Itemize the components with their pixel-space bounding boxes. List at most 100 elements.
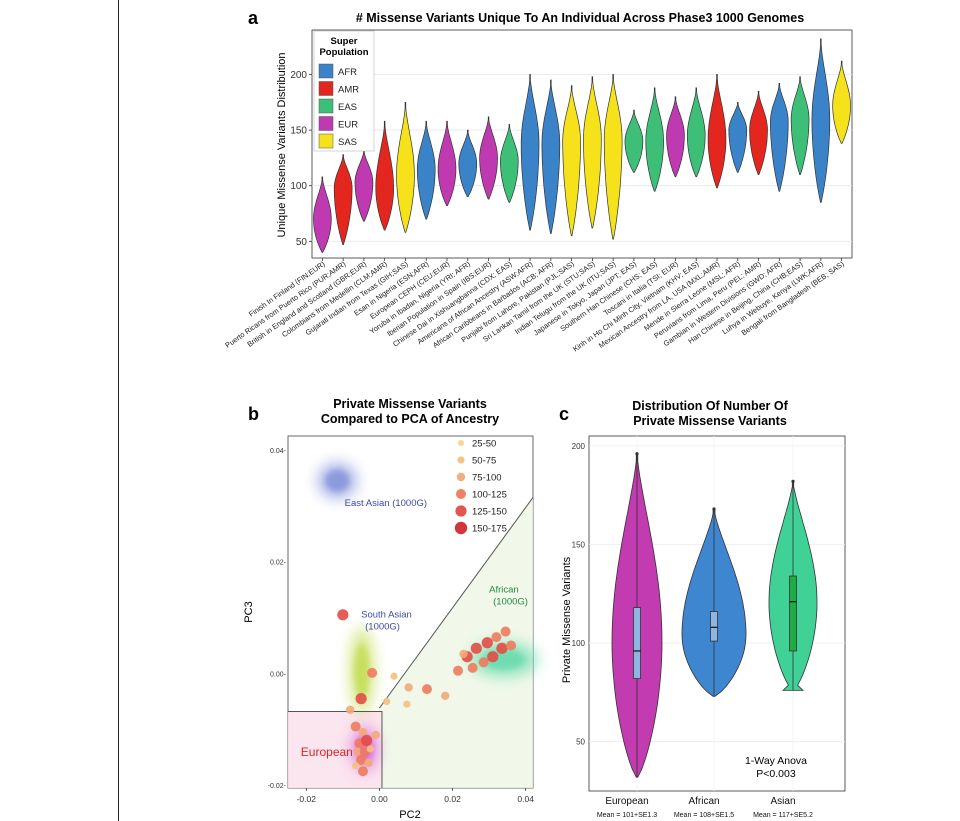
legend-bin-marker bbox=[454, 521, 468, 535]
violin-eas bbox=[500, 124, 519, 203]
group-stat-label: Mean = 101+SE1.3 bbox=[597, 812, 657, 819]
y-tick-label: 200 bbox=[290, 70, 307, 81]
violin-amr bbox=[375, 120, 394, 231]
data-point bbox=[356, 755, 367, 766]
violin-afr bbox=[770, 83, 789, 192]
legend-swatch-eas bbox=[318, 98, 334, 114]
violin-afr bbox=[458, 129, 478, 198]
data-point bbox=[350, 721, 361, 732]
data-point bbox=[366, 745, 374, 753]
box bbox=[633, 607, 641, 679]
data-point bbox=[496, 642, 508, 654]
african-boundary-line bbox=[379, 497, 534, 709]
y-tick-label: 150 bbox=[290, 126, 307, 137]
legend-swatch-amr bbox=[318, 81, 334, 96]
data-point bbox=[403, 700, 411, 708]
outlier-point bbox=[635, 452, 639, 456]
y-tick-label: 50 bbox=[296, 237, 308, 248]
data-point bbox=[383, 697, 391, 705]
panel-b-layers: East Asian (1000G)South Asian(1000G)Afri… bbox=[268, 439, 539, 804]
outlier-point bbox=[791, 479, 795, 483]
panel-c-letter: c bbox=[559, 404, 569, 424]
y-tick-label: 0.02- bbox=[270, 560, 287, 567]
violin-eur bbox=[313, 176, 332, 253]
cluster-label: European bbox=[301, 745, 353, 759]
legend-bin-label: 150-175 bbox=[472, 524, 507, 535]
data-point bbox=[361, 734, 373, 747]
data-point bbox=[352, 762, 360, 770]
violin-amr bbox=[707, 74, 727, 189]
legend-title-line2: Population bbox=[319, 47, 368, 58]
violin-eur bbox=[666, 96, 685, 178]
legend-label-eas: EAS bbox=[338, 102, 357, 113]
legend-bin-marker bbox=[455, 505, 467, 517]
panel-a-x-labels: Finish In Finland (FIN;EUR)Puerto Ricans… bbox=[223, 258, 846, 353]
data-point bbox=[421, 684, 432, 695]
violin-eur bbox=[479, 116, 498, 200]
y-tick-label: 0.04- bbox=[270, 448, 287, 455]
legend-bin-marker bbox=[456, 489, 466, 499]
violin-afr bbox=[416, 120, 436, 220]
cluster-label-line2: (1000G) bbox=[365, 622, 400, 633]
legend-bin-label: 50-75 bbox=[472, 456, 496, 467]
panel-a-violins bbox=[313, 38, 851, 253]
violin-sas bbox=[583, 76, 602, 229]
data-point bbox=[337, 609, 349, 621]
violin-sas bbox=[396, 101, 415, 233]
violin-afr bbox=[728, 101, 748, 173]
x-tick-label: European bbox=[605, 796, 648, 807]
data-point bbox=[478, 657, 489, 668]
cluster-label: African bbox=[489, 584, 519, 595]
african-region-shade bbox=[379, 497, 533, 788]
figure-frame-line bbox=[118, 0, 119, 821]
panel-c-y-label: Private Missense Variants bbox=[561, 556, 573, 683]
y-tick-label: 150 bbox=[572, 540, 586, 549]
y-tick-label: 100 bbox=[572, 639, 586, 648]
legend-swatch-eur bbox=[318, 116, 334, 131]
x-tick-label: -0.02 bbox=[297, 794, 317, 804]
violin-eur bbox=[437, 120, 457, 207]
legend-bin-marker bbox=[457, 456, 465, 464]
panel-a-legend: Super Population AFR AMR EAS EUR SAS bbox=[313, 30, 375, 152]
european-box-line bbox=[288, 710, 383, 788]
violin-afr bbox=[520, 74, 540, 231]
panel-b-title-line2: Compared to PCA of Ancestry bbox=[321, 412, 499, 426]
data-point bbox=[404, 683, 413, 692]
panel-b-x-label: PC2 bbox=[399, 809, 420, 821]
panel-c-annotation-line1: 1-Way Anova bbox=[745, 755, 807, 767]
data-point bbox=[506, 640, 517, 651]
y-tick-label: 50 bbox=[576, 738, 585, 747]
cluster-label: East Asian (1000G) bbox=[345, 498, 427, 509]
data-point bbox=[355, 693, 367, 705]
y-tick-label: 0.00- bbox=[270, 671, 287, 678]
violin-eas bbox=[686, 87, 706, 178]
violin-amr bbox=[333, 154, 353, 246]
data-point bbox=[371, 730, 380, 740]
panel-c-title-line2: Private Missense Variants bbox=[633, 414, 787, 428]
violin-eas bbox=[790, 76, 810, 175]
panel-c-layers: 50 100 150 200 European Mean = 101+SE1.3 Afric… bbox=[572, 436, 845, 819]
panel-a-title: # Missense Variants Unique To An Individ… bbox=[356, 11, 804, 25]
panel-a-letter: a bbox=[248, 8, 259, 28]
x-tick-label: African bbox=[688, 796, 719, 807]
legend-label-eur: EUR bbox=[338, 120, 358, 131]
panel-b-y-label: PC3 bbox=[243, 601, 255, 622]
violin-eas bbox=[645, 87, 664, 192]
y-tick-label: 100 bbox=[290, 181, 307, 192]
data-point bbox=[345, 705, 355, 714]
data-point bbox=[491, 632, 502, 643]
panel-c-annotation-line2: P<0.003 bbox=[756, 768, 796, 780]
x-tick-label: 0.02 bbox=[444, 794, 461, 804]
box bbox=[710, 611, 718, 642]
violin-sas bbox=[562, 85, 581, 237]
legend-bin-label: 100-125 bbox=[472, 490, 507, 501]
cluster-label-line2: (1000G) bbox=[493, 596, 528, 607]
panel-a-y-ticks: 50 100 150 200 bbox=[290, 70, 312, 248]
data-point bbox=[453, 665, 464, 676]
legend-bin-marker bbox=[458, 440, 464, 446]
violin-amr bbox=[749, 90, 768, 175]
violin-afr bbox=[811, 38, 831, 203]
group-stat-label: Mean = 108+SE1.5 bbox=[674, 812, 734, 819]
box bbox=[789, 575, 797, 652]
